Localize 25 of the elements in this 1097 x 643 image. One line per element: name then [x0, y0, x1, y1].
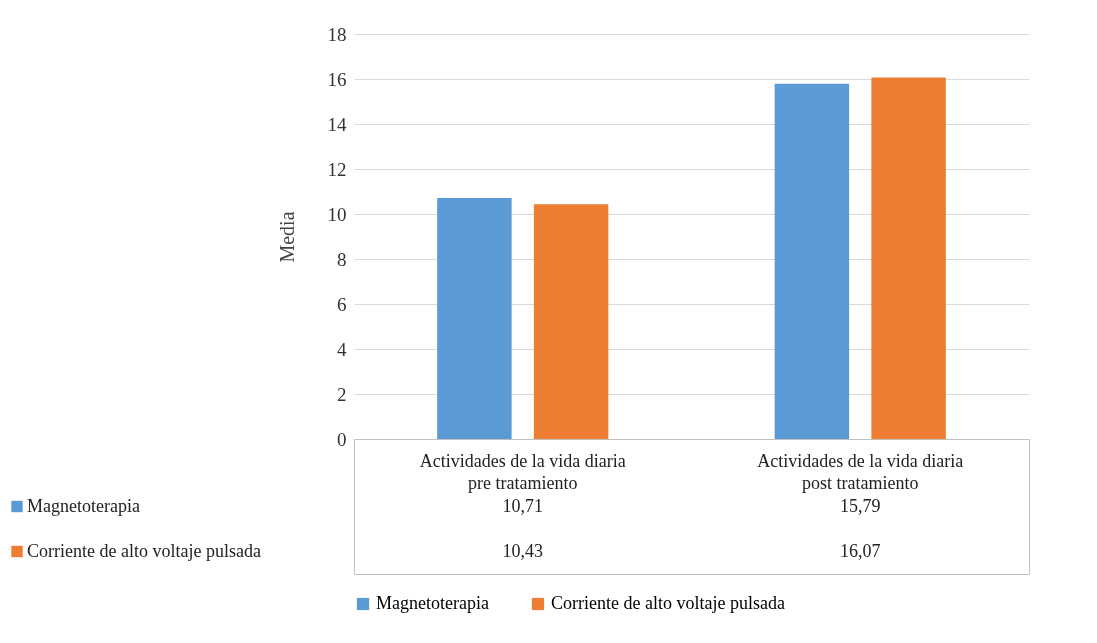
- y-tick-label: 4: [337, 338, 347, 360]
- y-tick-label: 8: [337, 248, 347, 270]
- legend-label: Magnetoterapia: [376, 593, 489, 613]
- y-tick-label: 18: [327, 23, 347, 45]
- bar: [774, 83, 850, 439]
- x-tick-label: Actividades de la vida diaria post tratamiento: [757, 450, 964, 493]
- bar: [533, 204, 609, 439]
- bar: [437, 198, 512, 439]
- y-tick-label: 2: [337, 383, 347, 405]
- y-tick-label: 0: [337, 428, 347, 450]
- data-label: 16,07: [840, 540, 881, 561]
- bar: [871, 77, 946, 439]
- y-tick-label: 16: [327, 68, 347, 90]
- legend-label: Corriente de alto voltaje pulsada: [551, 593, 785, 613]
- text: Magnetoterapia: [27, 495, 140, 516]
- x-tick-label: Actividades de la vida diaria pre tratamiento: [419, 450, 626, 493]
- text: Corriente de alto voltaje pulsada: [27, 540, 261, 561]
- y-tick-label: 12: [327, 158, 347, 180]
- data-label: 10,43: [502, 540, 543, 561]
- y-tick-label: 6: [337, 293, 347, 315]
- y-tick-label: 10: [327, 203, 347, 225]
- data-label: 10,71: [502, 495, 543, 516]
- data-label: 15,79: [840, 495, 881, 516]
- y-axis-title: Media: [275, 211, 298, 263]
- y-tick-label: 14: [327, 113, 347, 135]
